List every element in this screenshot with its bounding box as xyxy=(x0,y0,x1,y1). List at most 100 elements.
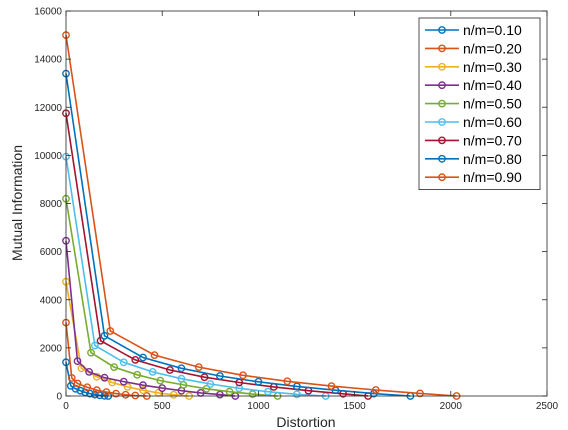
data-point xyxy=(100,373,109,382)
data-point xyxy=(202,384,211,393)
series-line xyxy=(65,198,278,397)
legend-label: n/m=0.70 xyxy=(463,132,522,148)
data-point xyxy=(133,370,142,379)
x-tick-label: 0 xyxy=(63,401,69,412)
x-axis-label: Distortion xyxy=(276,414,335,430)
data-point xyxy=(91,341,99,350)
y-tick-label: 0 xyxy=(56,392,62,403)
series-line xyxy=(65,113,369,397)
y-tick-label: 10000 xyxy=(34,151,62,162)
legend-label: n/m=0.10 xyxy=(463,22,522,38)
data-point xyxy=(110,363,119,371)
data-point xyxy=(73,357,82,365)
data-point xyxy=(67,374,76,382)
series-line xyxy=(65,322,147,397)
y-tick-label: 14000 xyxy=(34,55,62,66)
x-tick-label: 2500 xyxy=(536,401,559,412)
data-point xyxy=(139,386,147,395)
data-point xyxy=(87,348,95,357)
data-point xyxy=(169,390,178,399)
legend-item: n/m=0.20 xyxy=(425,40,522,56)
data-point xyxy=(131,391,140,400)
legend-marker xyxy=(438,44,446,53)
series-line xyxy=(65,156,326,397)
legend-label: n/m=0.30 xyxy=(463,59,522,75)
y-tick-label: 6000 xyxy=(40,247,63,258)
legend-label: n/m=0.50 xyxy=(463,96,522,112)
data-point xyxy=(123,382,132,391)
data-point xyxy=(177,374,186,383)
legend-label: n/m=0.90 xyxy=(463,169,522,185)
data-point xyxy=(200,373,209,382)
data-point xyxy=(292,382,301,391)
legend-label: n/m=0.60 xyxy=(463,114,522,130)
data-point xyxy=(106,327,115,335)
data-point xyxy=(292,390,301,399)
legend-label: n/m=0.40 xyxy=(463,77,522,93)
data-point xyxy=(139,381,147,390)
legend-item: n/m=0.10 xyxy=(425,22,522,38)
data-point xyxy=(148,367,157,376)
axes-layer: 0 500 1000 1500 2000 2500 0 2000 4000 6000 8000 100… xyxy=(34,7,558,413)
data-point xyxy=(100,331,109,340)
legend-item: n/m=0.30 xyxy=(425,59,522,75)
data-point xyxy=(215,372,224,380)
legend-marker xyxy=(438,81,446,90)
legend-marker xyxy=(438,154,446,163)
legend-marker xyxy=(438,118,446,126)
y-tick-label: 8000 xyxy=(40,199,63,210)
data-point xyxy=(150,351,159,359)
series-1 xyxy=(62,358,113,400)
data-point xyxy=(76,386,85,395)
legend-marker xyxy=(438,136,446,145)
data-point xyxy=(92,386,101,395)
data-point xyxy=(73,379,82,388)
y-axis-label: Mutual Information xyxy=(9,145,25,261)
series-line xyxy=(65,240,236,397)
data-point xyxy=(248,390,257,398)
legend-label: n/m=0.80 xyxy=(463,151,522,167)
legend-item: n/m=0.90 xyxy=(425,169,522,185)
data-point xyxy=(86,389,94,398)
legend-marker xyxy=(438,26,446,34)
data-point xyxy=(85,367,94,376)
data-point xyxy=(96,336,105,345)
data-point xyxy=(112,389,120,398)
legend-marker xyxy=(438,99,446,108)
data-point xyxy=(371,386,380,394)
series-2 xyxy=(62,318,151,400)
data-point xyxy=(156,376,165,385)
y-tick-label: 16000 xyxy=(34,7,62,18)
legend-marker xyxy=(438,62,446,71)
legend-item: n/m=0.70 xyxy=(425,132,522,148)
legend-item: n/m=0.80 xyxy=(425,151,522,167)
legend-marker xyxy=(438,173,446,182)
legend-item: n/m=0.50 xyxy=(425,96,522,112)
data-point xyxy=(102,388,111,396)
data-point xyxy=(206,380,215,388)
data-point xyxy=(119,377,128,386)
x-tick-label: 500 xyxy=(154,401,171,412)
data-point xyxy=(327,382,336,390)
data-point xyxy=(83,383,92,392)
legend: n/m=0.10 n/m=0.20 n/m=0.30 n/m=0.40 n/m=0.50… xyxy=(418,17,541,191)
x-tick-label: 1000 xyxy=(247,401,270,412)
data-point xyxy=(264,387,272,396)
x-tick-label: 2000 xyxy=(440,401,463,412)
data-point xyxy=(131,355,140,364)
legend-item: n/m=0.60 xyxy=(425,114,522,130)
legend-item: n/m=0.40 xyxy=(425,77,522,93)
data-point xyxy=(91,390,99,399)
data-point xyxy=(177,364,186,373)
data-point xyxy=(215,390,224,399)
data-point xyxy=(283,377,292,386)
x-tick-label: 1500 xyxy=(343,401,366,412)
data-point xyxy=(165,366,174,374)
data-point xyxy=(416,389,424,398)
series-line xyxy=(65,34,457,397)
y-tick-label: 2000 xyxy=(40,343,63,354)
data-point xyxy=(119,358,128,367)
series-layer xyxy=(62,31,461,400)
y-tick-label: 4000 xyxy=(40,295,63,306)
